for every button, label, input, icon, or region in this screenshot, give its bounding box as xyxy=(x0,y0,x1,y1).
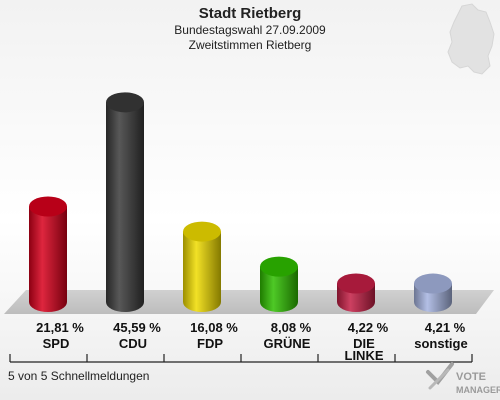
category-brackets xyxy=(9,354,473,363)
chart-subtitle-type: Zweitstimmen Rietberg xyxy=(189,38,312,52)
category-label: DIE xyxy=(353,336,375,351)
bar-fdp xyxy=(183,221,221,312)
category-label: GRÜNE xyxy=(264,336,311,351)
category-label: LINKE xyxy=(345,348,384,363)
bar-spd xyxy=(29,196,67,312)
category-label: CDU xyxy=(119,336,147,351)
status-text: 5 von 5 Schnellmeldungen xyxy=(8,369,149,383)
value-label: 8,08 % xyxy=(271,320,312,335)
bar-grüne xyxy=(260,256,298,312)
germany-map-icon xyxy=(447,3,495,75)
chart-subtitle-date: Bundestagswahl 27.09.2009 xyxy=(174,23,326,37)
category-label: FDP xyxy=(197,336,223,351)
category-label: SPD xyxy=(43,336,70,351)
value-label: 16,08 % xyxy=(190,320,238,335)
labels-group: 21,81 %SPD 45,59 %CDU 16,08 %FDP 8,08 %GRÜN… xyxy=(36,320,468,363)
vote-manager-logo: VOTE MANAGER xyxy=(426,362,500,395)
value-label: 4,21 % xyxy=(425,320,466,335)
value-label: 21,81 % xyxy=(36,320,84,335)
value-label: 4,22 % xyxy=(348,320,389,335)
bars-group xyxy=(29,92,452,313)
bar-die-linke xyxy=(337,273,375,312)
logo-text-vote: VOTE xyxy=(456,371,486,383)
bar-sonstige xyxy=(414,273,452,312)
logo-text-manager: MANAGER xyxy=(456,385,500,395)
value-label: 45,59 % xyxy=(113,320,161,335)
chart-title: Stadt Rietberg xyxy=(199,5,302,22)
bar-cdu xyxy=(106,92,144,313)
category-label: sonstige xyxy=(414,336,467,351)
